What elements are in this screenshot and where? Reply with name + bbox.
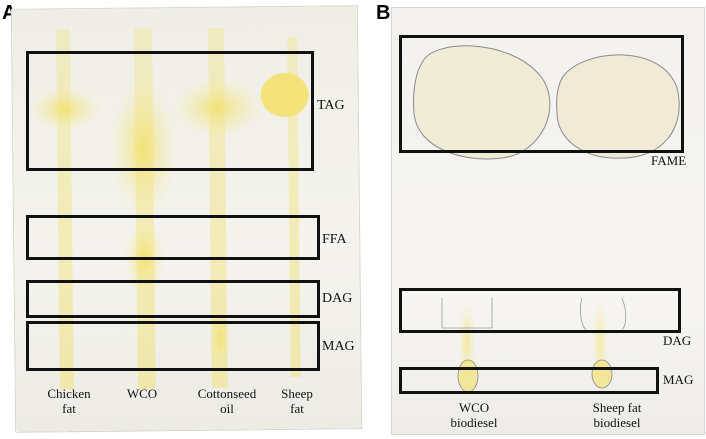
tag-spot-1 [28, 87, 101, 132]
lane-label-cottonseed-oil: Cottonseed oil [182, 386, 272, 416]
mag-band-frame-a [26, 321, 320, 371]
lane-label-line1: Chicken [47, 386, 91, 401]
tag-label: TAG [317, 98, 345, 113]
fame-band-frame [399, 35, 684, 153]
lane-label-line2: oil [220, 401, 234, 416]
tlc-plate-a [11, 6, 362, 432]
tag-band-frame [26, 51, 314, 171]
lane-label-line2: biodiesel [450, 415, 498, 430]
lane-label-sheep-fat: Sheep fat [268, 386, 326, 416]
plate-a-stains [28, 27, 309, 390]
tag-spot-2 [109, 78, 178, 219]
mag-label-b: MAG [663, 372, 694, 387]
lane-label-line1: Sheep [281, 386, 313, 401]
lane-label-line1: WCO [126, 386, 158, 401]
mag-band-frame-b [399, 367, 659, 394]
lane-label-line1: Cottonseed [197, 386, 257, 401]
tag-spot-4 [260, 72, 309, 117]
lane-label-wco: WCO [112, 386, 172, 401]
pencil-mark [441, 298, 493, 329]
pencil-mark [579, 297, 627, 331]
lane-4-streak [287, 36, 301, 377]
lane-label-sheep-fat-biodiesel: Sheep fat biodiesel [572, 400, 662, 430]
ffa-band-frame [26, 215, 320, 260]
plate-b-stains [413, 45, 680, 393]
fame-spot-2 [556, 54, 680, 159]
ffa-label: FFA [322, 232, 347, 247]
fame-label: FAME [651, 153, 687, 168]
lane-label-line2: fat [290, 401, 304, 416]
dag-label-b: DAG [663, 333, 692, 348]
dag-band-frame-b [399, 288, 681, 333]
dag-band-frame-a [26, 280, 320, 318]
fame-spot-1 [413, 45, 551, 160]
lane-label-line1: Sheep fat [592, 400, 642, 415]
lane-label-line2: biodiesel [593, 415, 641, 430]
lane-label-line2: fat [62, 401, 76, 416]
tlc-plate-b [392, 8, 704, 434]
mag-label-a: MAG [322, 339, 355, 354]
panel-b-letter: B [376, 2, 391, 24]
lane-label-wco-biodiesel: WCO biodiesel [434, 400, 514, 430]
lane-label-line1: WCO [458, 400, 490, 415]
dag-label-a: DAG [322, 291, 353, 306]
tag-spot-3 [172, 77, 263, 138]
lane-label-chicken-fat: Chicken fat [34, 386, 104, 416]
